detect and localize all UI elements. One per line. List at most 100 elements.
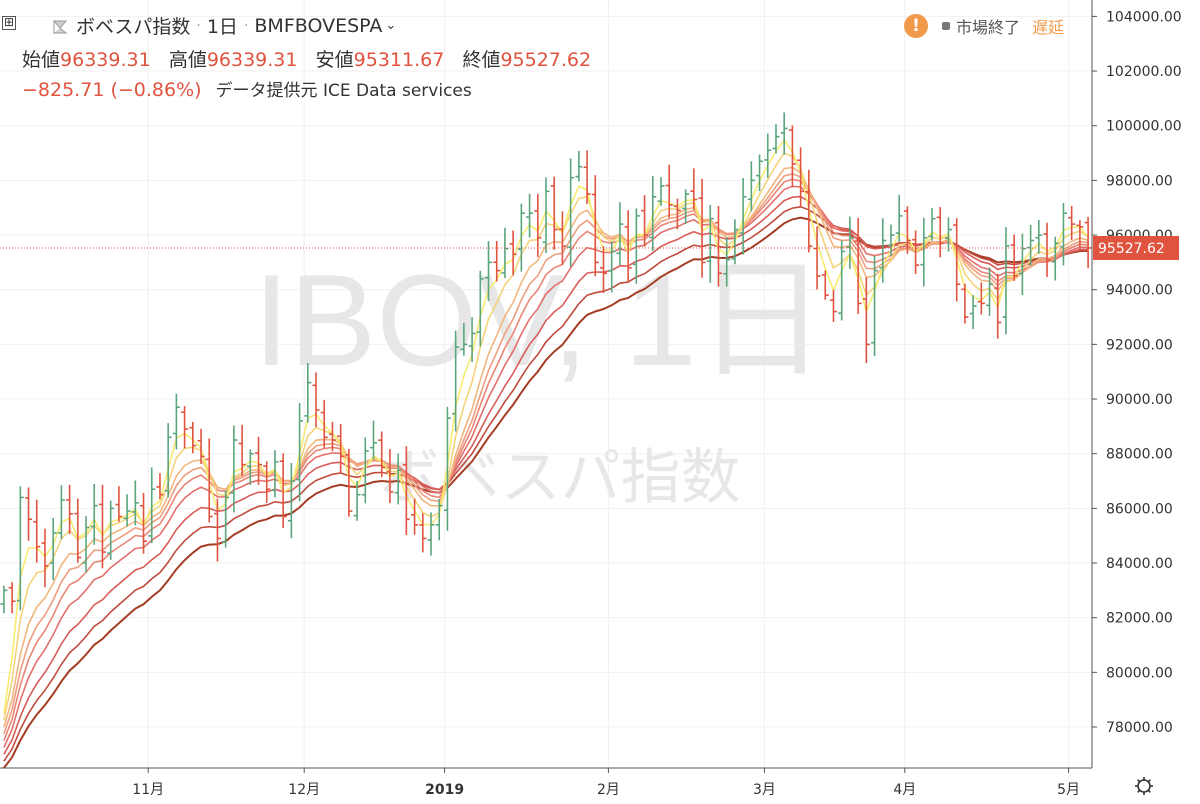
ohlc-bar <box>222 490 230 548</box>
ohlc-bar <box>608 241 616 293</box>
ohlc-bar <box>879 218 887 283</box>
ohlc-bar <box>953 218 961 302</box>
price-tick-label: 78000.00 <box>1106 720 1173 736</box>
ohlc-bar <box>98 484 106 569</box>
ohlc-bar <box>197 428 205 464</box>
ohlc-bar <box>756 154 764 192</box>
ohlc-bar <box>838 240 846 321</box>
price-tick-label: 80000.00 <box>1106 665 1173 681</box>
ohlc-bar <box>41 528 49 588</box>
exchange-symbol[interactable]: BMFBOVESPA <box>254 14 383 37</box>
gear-ring <box>1137 779 1151 793</box>
ohlc-bar <box>443 406 451 531</box>
ohlc-bar <box>386 449 394 504</box>
ohlc-bar <box>649 175 657 251</box>
ohlc-bars <box>0 112 1092 614</box>
ohlc-bar <box>345 448 353 517</box>
ohlc-bar <box>714 206 722 287</box>
ohlc-bar <box>8 582 16 614</box>
ohlc-bar <box>829 289 837 322</box>
watermark-subtitle: ボベスパ指数 <box>379 443 740 513</box>
expand-icon[interactable]: ⊞ <box>2 15 16 30</box>
price-tick-label: 88000.00 <box>1106 447 1173 463</box>
price-tick-label: 82000.00 <box>1106 611 1173 627</box>
ohlc-bar <box>82 516 90 573</box>
ohlc-bar <box>764 133 772 178</box>
chevron-down-icon[interactable]: ⌄ <box>385 18 397 33</box>
ohlc-bar <box>846 216 854 269</box>
warning-icon[interactable]: ! <box>904 14 928 38</box>
ohlc-bar <box>747 161 755 212</box>
ohlc-bar <box>460 322 468 356</box>
ohlc-bar <box>181 406 189 449</box>
ohlc-bar <box>509 230 517 276</box>
ohlc-bar <box>353 481 361 521</box>
price-tick-label: 84000.00 <box>1106 556 1173 572</box>
ohlc-bar <box>452 330 460 432</box>
ohlc-bar <box>238 424 246 477</box>
ohlc-bar <box>706 204 714 283</box>
time-tick-label: 2月 <box>597 782 620 798</box>
ohlc-bar <box>25 487 33 541</box>
gear-tooth <box>1137 789 1141 793</box>
ohlc-bar <box>599 246 607 294</box>
ohlc-bar <box>920 217 928 287</box>
time-tick-label: 5月 <box>1057 782 1080 798</box>
ohlc-bar <box>156 473 164 500</box>
ohlc-bar <box>903 206 911 254</box>
ohlc-bar <box>739 178 747 255</box>
ohlc-bar <box>788 125 796 188</box>
ohlc-bar <box>550 176 558 250</box>
flag-icon[interactable] <box>52 18 68 34</box>
gear-icon[interactable] <box>1135 777 1153 795</box>
ohlc-bar <box>337 424 345 474</box>
ohlc-bar <box>632 208 640 284</box>
ohlc-bar <box>961 283 969 324</box>
ohlc-bar <box>16 486 24 611</box>
ohlc-bar <box>411 498 419 535</box>
ohlc-bar <box>673 198 681 230</box>
ohlc-bar <box>296 402 304 502</box>
ohlc-bar <box>542 177 550 253</box>
last-price-label: 95527.62 <box>1093 235 1179 260</box>
ohlc-bar <box>641 195 649 247</box>
ohlc-bar <box>263 461 271 503</box>
ohlc-bar <box>370 420 378 460</box>
ohlc-bar <box>1051 236 1059 281</box>
ohlc-bar <box>205 438 213 523</box>
ohlc-bar <box>394 453 402 505</box>
ohlc-bar <box>805 169 813 253</box>
ohlc-bar <box>501 227 509 279</box>
ohlc-bar <box>148 467 156 543</box>
ohlc-bar <box>969 295 977 330</box>
ohlc-bar <box>304 363 312 423</box>
ohlc-bar <box>164 423 172 498</box>
ohlc-bar <box>435 499 443 541</box>
status-dot-icon <box>942 22 950 30</box>
ohlc-bar <box>871 255 879 357</box>
ohlc-bar <box>986 267 994 316</box>
market-status: ! 市場終了 遅延 <box>904 14 1064 38</box>
ohlc-bar <box>1002 227 1010 335</box>
price-tick-label: 98000.00 <box>1106 173 1173 189</box>
ohlc-bar <box>328 421 336 452</box>
price-tick-label: 92000.00 <box>1106 337 1173 353</box>
ohlc-bar <box>493 240 501 282</box>
ohlc-bar <box>485 241 493 301</box>
ohlc-bar <box>591 175 599 277</box>
ohlc-bar <box>90 483 98 545</box>
time-tick-label: 3月 <box>753 782 776 798</box>
ohlc-bar <box>271 450 279 498</box>
ohlc-bar <box>797 147 805 208</box>
ohlc-bar <box>772 124 780 154</box>
ohlc-bar <box>723 237 731 287</box>
ohlc-bar <box>575 150 583 182</box>
delay-label[interactable]: 遅延 <box>1032 18 1065 37</box>
gear-tooth <box>1137 779 1141 783</box>
ohlc-bar <box>690 168 698 210</box>
ohlc-bar <box>780 112 788 155</box>
ohlc-bar <box>813 226 821 290</box>
last-price-bg <box>1093 235 1179 260</box>
price-axis: 78000.00 80000.00 82000.00 84000.00 86000.00… <box>1091 0 1182 768</box>
